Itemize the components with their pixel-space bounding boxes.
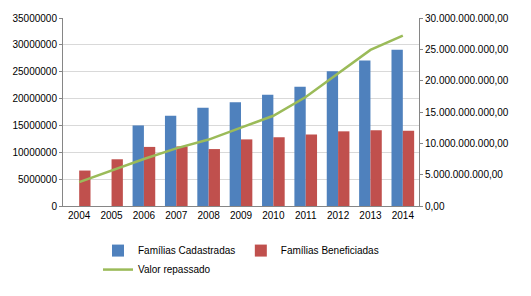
svg-text:10.000.000.000,00: 10.000.000.000,00 — [425, 138, 509, 149]
svg-text:0: 0 — [51, 201, 57, 212]
svg-text:30000000: 30000000 — [13, 39, 58, 50]
svg-text:2010: 2010 — [262, 210, 285, 221]
svg-text:25.000.000.000,00: 25.000.000.000,00 — [425, 44, 509, 55]
svg-text:2007: 2007 — [165, 210, 188, 221]
svg-text:2005: 2005 — [100, 210, 123, 221]
svg-text:Famílias Beneficiadas: Famílias Beneficiadas — [281, 245, 379, 256]
svg-text:2011: 2011 — [295, 210, 317, 221]
svg-text:15000000: 15000000 — [13, 120, 58, 131]
svg-text:2012: 2012 — [327, 210, 350, 221]
svg-text:2014: 2014 — [392, 210, 415, 221]
svg-text:25000000: 25000000 — [13, 66, 58, 77]
svg-text:0,00: 0,00 — [425, 201, 445, 212]
svg-text:15.000.000.000,00: 15.000.000.000,00 — [425, 107, 509, 118]
svg-text:2009: 2009 — [230, 210, 253, 221]
svg-text:2008: 2008 — [198, 210, 221, 221]
svg-text:2004: 2004 — [68, 210, 91, 221]
svg-text:5.000.000.000,00: 5.000.000.000,00 — [425, 169, 503, 180]
svg-text:30.000.000.000,00: 30.000.000.000,00 — [425, 13, 509, 24]
svg-text:10000000: 10000000 — [13, 147, 58, 158]
svg-text:35000000: 35000000 — [13, 13, 58, 24]
svg-text:5000000: 5000000 — [18, 174, 57, 185]
svg-text:2006: 2006 — [133, 210, 156, 221]
svg-text:20000000: 20000000 — [13, 93, 58, 104]
svg-text:Valor repassado: Valor repassado — [138, 264, 211, 275]
svg-text:20.000.000.000,00: 20.000.000.000,00 — [425, 75, 509, 86]
svg-text:Famílias Cadastradas: Famílias Cadastradas — [138, 245, 235, 256]
svg-text:2013: 2013 — [359, 210, 382, 221]
